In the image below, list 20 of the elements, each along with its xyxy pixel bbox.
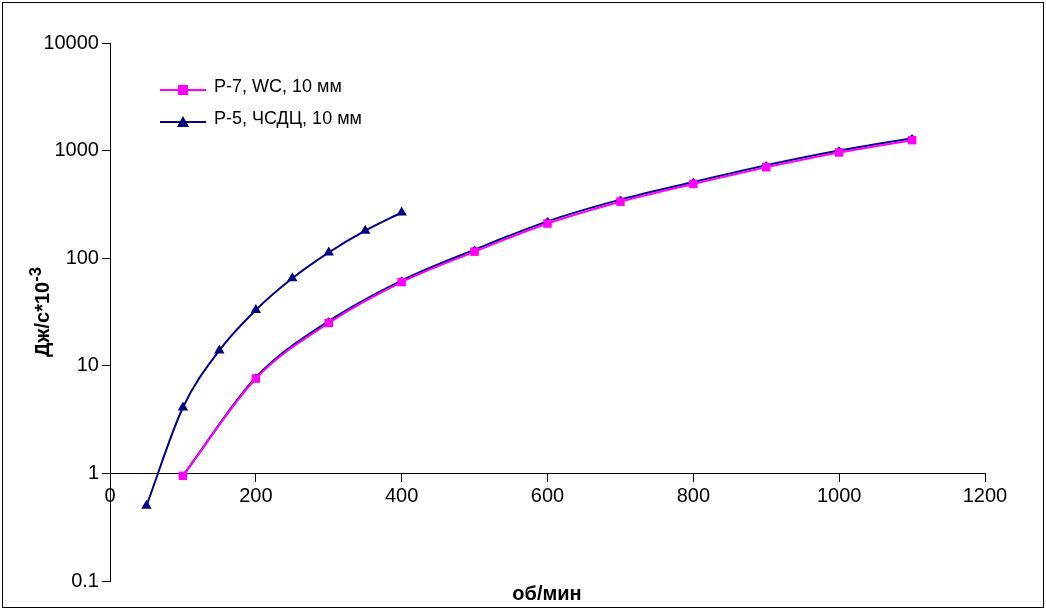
point: [360, 224, 371, 234]
y-tick-label: 10: [76, 353, 99, 376]
point: [177, 401, 189, 411]
x-tick-label: 200: [239, 483, 273, 506]
y-tick-label: 0.1: [71, 568, 99, 591]
x-tick-label: 400: [384, 483, 419, 506]
x-axis-title: об/мин: [512, 582, 582, 605]
point: [141, 499, 152, 509]
x-tick-label: 600: [530, 483, 565, 506]
y-tick-label: 100: [65, 245, 99, 268]
point: [250, 304, 262, 314]
legend-label: P-5, ЧСДЦ, 10 мм: [214, 107, 362, 129]
y-tick-label: 1: [87, 460, 99, 483]
point: [287, 272, 298, 282]
x-tick-label: 800: [676, 483, 711, 506]
y-tick-label: 1000: [54, 138, 99, 161]
y-tick-label: 10000: [43, 30, 99, 53]
legend-label: P-7, WC, 10 мм: [214, 75, 342, 97]
x-tick-label: 1000: [816, 483, 862, 506]
x-tick-label: 1200: [962, 483, 1008, 506]
